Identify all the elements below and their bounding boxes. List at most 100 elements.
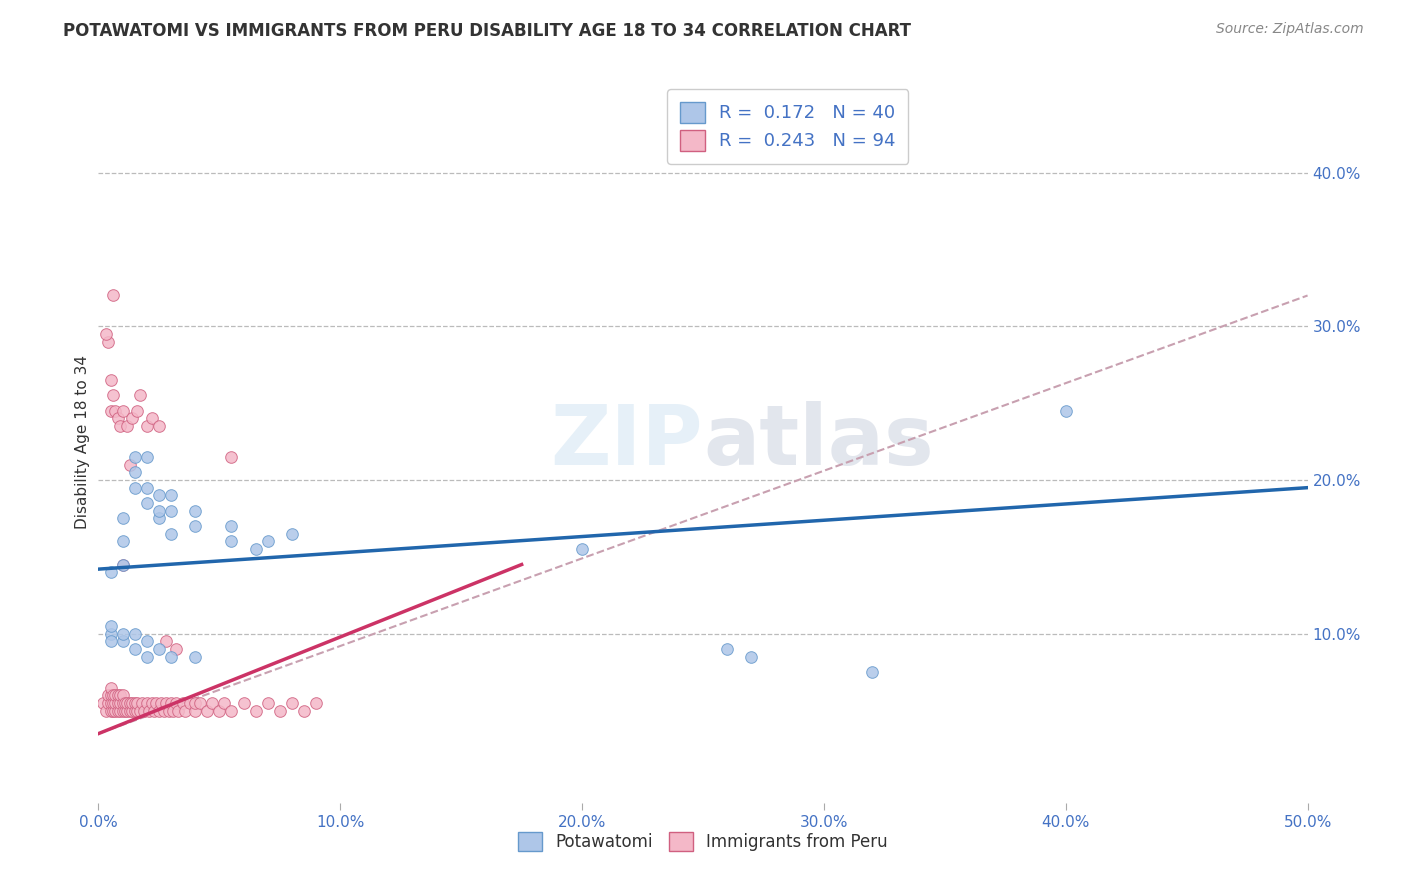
Point — [256, 534, 278, 549]
Point — [245, 704, 267, 718]
Point — [184, 504, 207, 518]
Point — [143, 704, 166, 718]
Point — [221, 704, 243, 718]
Point — [135, 481, 157, 495]
Point — [292, 704, 315, 718]
Point — [118, 696, 141, 710]
Point — [160, 696, 183, 710]
Point — [124, 465, 146, 479]
Point — [100, 704, 122, 718]
Point — [281, 526, 304, 541]
Point — [100, 565, 122, 579]
Point — [94, 704, 117, 718]
Point — [184, 696, 207, 710]
Point — [94, 326, 117, 341]
Point — [100, 634, 122, 648]
Point — [148, 642, 170, 657]
Point — [104, 688, 127, 702]
Point — [165, 642, 187, 657]
Point — [108, 704, 131, 718]
Point — [104, 404, 127, 418]
Point — [117, 419, 139, 434]
Point — [1054, 404, 1077, 418]
Point — [107, 696, 129, 710]
Point — [145, 696, 167, 710]
Point — [111, 404, 134, 418]
Point — [101, 388, 124, 402]
Point — [128, 388, 150, 402]
Point — [118, 704, 141, 718]
Point — [256, 696, 278, 710]
Point — [107, 411, 129, 425]
Point — [111, 511, 134, 525]
Point — [100, 373, 122, 387]
Point — [135, 419, 157, 434]
Point — [212, 696, 235, 710]
Point — [141, 696, 163, 710]
Text: ZIP: ZIP — [551, 401, 703, 482]
Point — [100, 404, 122, 418]
Point — [165, 696, 187, 710]
Point — [138, 704, 160, 718]
Point — [571, 542, 593, 557]
Point — [100, 696, 122, 710]
Point — [121, 704, 143, 718]
Point — [148, 704, 170, 718]
Point — [162, 704, 184, 718]
Point — [107, 688, 129, 702]
Point — [174, 704, 197, 718]
Point — [188, 696, 211, 710]
Point — [208, 704, 231, 718]
Point — [221, 519, 243, 533]
Legend: Potawatomi, Immigrants from Peru: Potawatomi, Immigrants from Peru — [510, 823, 896, 860]
Point — [121, 696, 143, 710]
Point — [150, 696, 173, 710]
Point — [100, 681, 122, 695]
Point — [135, 634, 157, 648]
Point — [118, 458, 141, 472]
Point — [184, 704, 207, 718]
Point — [101, 288, 124, 302]
Point — [148, 511, 170, 525]
Point — [104, 704, 127, 718]
Point — [131, 696, 153, 710]
Point — [148, 488, 170, 502]
Point — [91, 696, 114, 710]
Point — [97, 334, 120, 349]
Point — [111, 626, 134, 640]
Point — [101, 696, 124, 710]
Point — [134, 704, 156, 718]
Point — [201, 696, 224, 710]
Point — [281, 696, 304, 710]
Point — [121, 411, 143, 425]
Point — [124, 704, 146, 718]
Point — [221, 534, 243, 549]
Point — [124, 642, 146, 657]
Point — [135, 696, 157, 710]
Point — [860, 665, 883, 680]
Point — [167, 704, 190, 718]
Point — [152, 704, 174, 718]
Text: Source: ZipAtlas.com: Source: ZipAtlas.com — [1216, 22, 1364, 37]
Point — [160, 488, 183, 502]
Point — [184, 519, 207, 533]
Point — [172, 696, 194, 710]
Point — [157, 704, 180, 718]
Point — [221, 450, 243, 464]
Point — [716, 642, 738, 657]
Point — [124, 626, 146, 640]
Point — [108, 419, 131, 434]
Point — [114, 704, 136, 718]
Point — [740, 649, 762, 664]
Point — [305, 696, 328, 710]
Point — [135, 496, 157, 510]
Point — [107, 704, 129, 718]
Point — [148, 504, 170, 518]
Point — [114, 696, 136, 710]
Point — [117, 696, 139, 710]
Point — [160, 504, 183, 518]
Point — [148, 419, 170, 434]
Point — [155, 696, 177, 710]
Point — [141, 411, 163, 425]
Point — [111, 634, 134, 648]
